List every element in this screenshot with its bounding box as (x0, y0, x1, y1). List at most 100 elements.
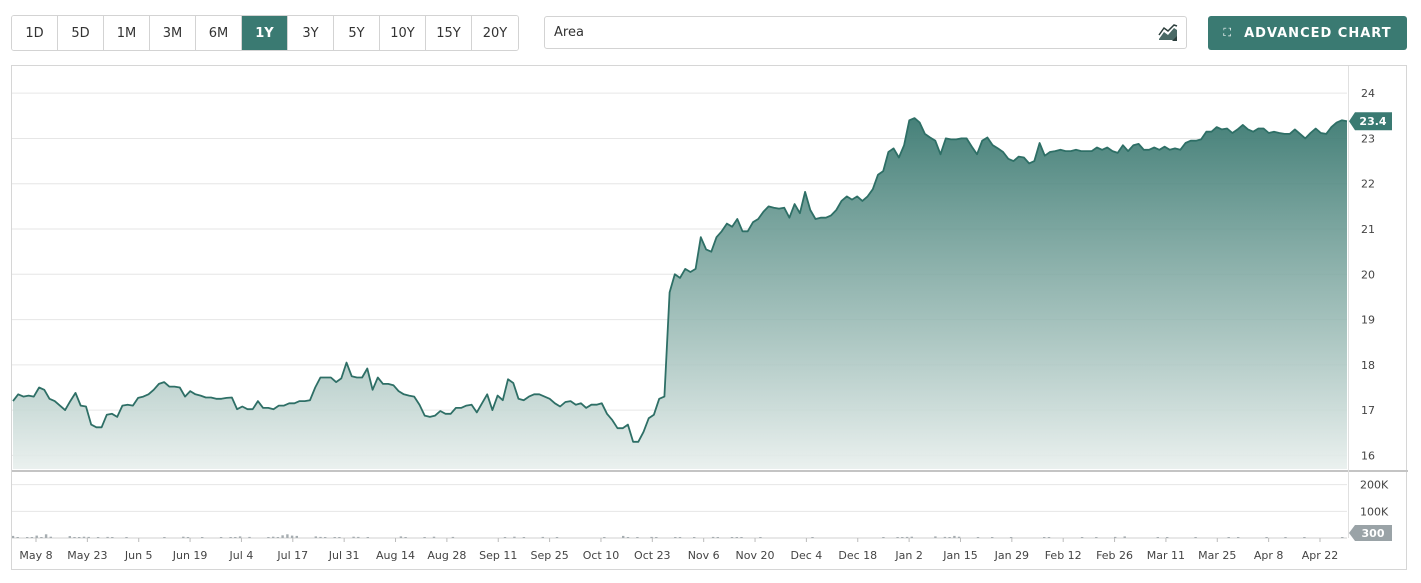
volume-bar (711, 536, 715, 538)
volume-bar (267, 537, 270, 538)
x-tick-label: Jul 17 (276, 549, 308, 562)
volume-bar (451, 536, 455, 538)
volume-bar (16, 537, 19, 538)
volume-bar (882, 537, 885, 538)
advanced-chart-button[interactable]: ⛶ ADVANCED CHART (1208, 16, 1407, 50)
price-tick-label: 23 (1361, 132, 1375, 145)
price-volume-chart[interactable]: 16 17 18 19 20 21 22 23 24 100K 200K May 8 May 23 Jun… (12, 66, 1408, 571)
price-tick-label: 18 (1361, 359, 1375, 372)
x-tick-label: Mar 25 (1198, 549, 1236, 562)
volume-bar (740, 537, 743, 538)
volume-bar (674, 537, 677, 538)
x-tick-label: Feb 12 (1045, 549, 1082, 562)
range-button-1y[interactable]: 1Y (242, 16, 288, 50)
volume-tick-label: 200K (1360, 479, 1389, 492)
volume-bar (248, 536, 251, 538)
chart-type-label: Area (554, 25, 584, 40)
x-tick-label: Nov 20 (736, 549, 775, 562)
volume-bar (811, 537, 814, 538)
volume-bar (953, 535, 956, 538)
price-tick-label: 16 (1361, 449, 1375, 462)
volume-bar (82, 536, 86, 538)
volume-bar (1341, 537, 1344, 538)
volume-bar (352, 536, 355, 538)
volume-bar (276, 537, 280, 538)
volume-bar (1047, 537, 1051, 538)
volume-bar (1166, 537, 1169, 538)
x-tick-label: Aug 14 (376, 549, 415, 562)
volume-bar (219, 537, 223, 538)
volume-bar (905, 536, 909, 538)
volume-bar (423, 537, 426, 538)
x-tick-label: Jul 4 (229, 549, 254, 562)
volume-bar (163, 537, 166, 538)
area-chart-icon (1158, 24, 1178, 41)
volume-bar (1303, 537, 1306, 538)
volume-bar (238, 536, 242, 538)
volume-bar (186, 537, 190, 538)
range-button-3m[interactable]: 3M (150, 16, 196, 50)
volume-bar (87, 536, 90, 538)
volume-bar (1284, 537, 1287, 538)
volume-bar (636, 537, 639, 538)
volume-bar (68, 536, 71, 538)
x-tick-label: Nov 6 (688, 549, 720, 562)
x-tick-label: Sep 11 (479, 549, 517, 562)
volume-bar (522, 537, 526, 538)
price-tick-label: 21 (1361, 223, 1375, 236)
volume-bar (503, 537, 507, 538)
x-tick-label: May 8 (19, 549, 52, 562)
volume-bar (1265, 537, 1268, 538)
range-button-6m[interactable]: 6M (196, 16, 242, 50)
x-tick-label: Mar 11 (1147, 549, 1185, 562)
volume-bar (286, 534, 289, 538)
volume-bar (295, 535, 298, 538)
volume-bar (948, 537, 951, 538)
range-button-5d[interactable]: 5D (58, 16, 104, 50)
volume-bar (26, 537, 29, 538)
volume-bar (693, 537, 696, 538)
last-price-badge (1349, 112, 1392, 131)
volume-bar (1227, 537, 1230, 538)
volume-bar (716, 537, 719, 538)
x-tick-label: Jan 29 (994, 549, 1029, 562)
volume-bar (357, 536, 360, 538)
volume-bar (96, 537, 100, 538)
volume-bar (366, 537, 369, 538)
volume-bar (735, 537, 738, 538)
price-tick-label: 20 (1361, 268, 1375, 281)
volume-bar (78, 537, 81, 538)
volume-bar (234, 537, 237, 538)
range-button-1d[interactable]: 1D (12, 16, 58, 50)
volume-bar (650, 536, 653, 538)
chart-type-select[interactable]: Area (544, 16, 1187, 49)
range-button-20y[interactable]: 20Y (472, 16, 518, 50)
volume-bar (934, 536, 937, 538)
volume-bar (40, 537, 43, 538)
volume-bar (290, 535, 294, 538)
volume-bar (106, 536, 109, 538)
volume-bar (555, 537, 559, 538)
range-button-5y[interactable]: 5Y (334, 16, 380, 50)
volume-bar (730, 537, 734, 538)
x-tick-label: Sep 25 (530, 549, 568, 562)
x-tick-label: Apr 8 (1254, 549, 1284, 562)
x-tick-label: Jul 31 (328, 549, 360, 562)
x-tick-label: May 23 (67, 549, 107, 562)
x-tick-label: Oct 10 (583, 549, 620, 562)
volume-bar (399, 536, 403, 538)
volume-bar (655, 537, 658, 538)
range-button-15y[interactable]: 15Y (426, 16, 472, 50)
x-tick-label: Oct 23 (634, 549, 671, 562)
volume-bar (281, 535, 284, 538)
volume-bar (30, 537, 34, 538)
range-button-3y[interactable]: 3Y (288, 16, 334, 50)
last-volume-badge (1349, 525, 1392, 541)
volume-bar (35, 535, 38, 538)
volume-bar (603, 537, 606, 538)
range-button-1m[interactable]: 1M (104, 16, 150, 50)
range-button-10y[interactable]: 10Y (380, 16, 426, 50)
volume-bar (125, 537, 128, 538)
volume-bar (73, 537, 76, 538)
volume-bar (12, 535, 15, 538)
